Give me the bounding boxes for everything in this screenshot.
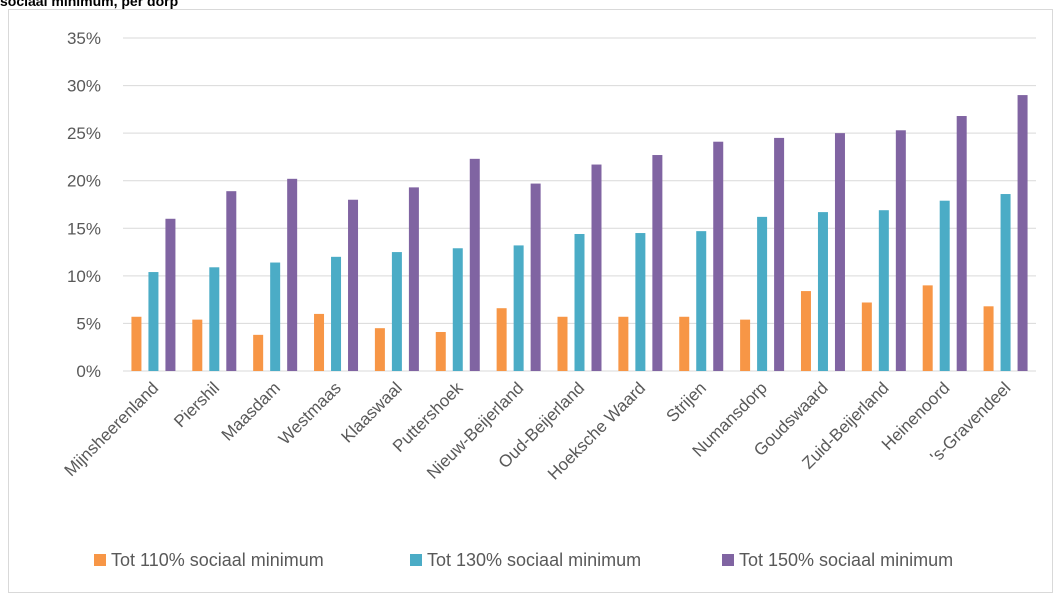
bar — [530, 183, 541, 371]
bar — [834, 133, 845, 371]
y-tick-label: 35% — [67, 29, 101, 48]
bar — [287, 178, 298, 371]
x-tick-label: Piershil — [170, 378, 223, 431]
y-tick-label: 30% — [67, 77, 101, 96]
legend-label: Tot 150% sociaal minimum — [739, 550, 953, 570]
bar — [131, 316, 142, 371]
bar — [513, 245, 524, 371]
x-tick-label: Mijnsheerenland — [61, 378, 163, 480]
y-tick-label: 5% — [76, 314, 101, 333]
bar — [861, 302, 872, 371]
bar — [895, 130, 906, 371]
bar — [374, 328, 385, 371]
bar — [331, 256, 342, 371]
bar — [557, 316, 568, 371]
bar — [939, 200, 950, 371]
legend-swatch — [94, 554, 106, 566]
bar — [635, 233, 646, 371]
bar — [696, 231, 707, 371]
bar — [1017, 95, 1028, 371]
bar — [922, 285, 933, 371]
y-tick-label: 15% — [67, 219, 101, 238]
bar — [391, 252, 402, 371]
legend-label: Tot 110% sociaal minimum — [111, 550, 324, 570]
bar — [983, 306, 994, 371]
x-tick-label: Strijen — [663, 378, 711, 426]
bar — [469, 158, 480, 371]
x-tick-label: Westmaas — [275, 378, 345, 448]
bar — [435, 331, 446, 371]
y-tick-label: 0% — [76, 362, 101, 381]
y-tick-label: 10% — [67, 267, 101, 286]
bar — [740, 319, 751, 371]
bar — [591, 164, 602, 371]
legend-swatch — [722, 554, 734, 566]
bar — [226, 191, 237, 371]
bar — [148, 272, 159, 371]
bar — [774, 137, 785, 371]
bar — [348, 199, 359, 371]
bar — [253, 334, 264, 371]
bar — [209, 267, 220, 371]
bar — [165, 218, 176, 371]
bar — [652, 155, 663, 371]
bar — [408, 187, 419, 371]
chart-area — [8, 9, 1053, 593]
legend-label: Tot 130% sociaal minimum — [427, 550, 641, 570]
bar — [956, 116, 967, 371]
y-tick-label: 25% — [67, 124, 101, 143]
bar — [314, 313, 325, 371]
bar — [618, 316, 629, 371]
chart-header-title: sociaal minimum, per dorp — [0, 0, 179, 9]
bar — [878, 210, 889, 371]
legend-swatch — [410, 554, 422, 566]
bar — [574, 233, 585, 371]
bar — [192, 319, 203, 371]
bar — [1000, 194, 1011, 371]
bar — [452, 248, 463, 371]
bar — [800, 291, 811, 371]
bar — [713, 141, 724, 371]
y-tick-label: 20% — [67, 172, 101, 191]
bar — [270, 262, 281, 371]
bar — [496, 308, 507, 371]
bar — [679, 316, 690, 371]
bar — [757, 216, 768, 371]
bar — [817, 212, 828, 371]
